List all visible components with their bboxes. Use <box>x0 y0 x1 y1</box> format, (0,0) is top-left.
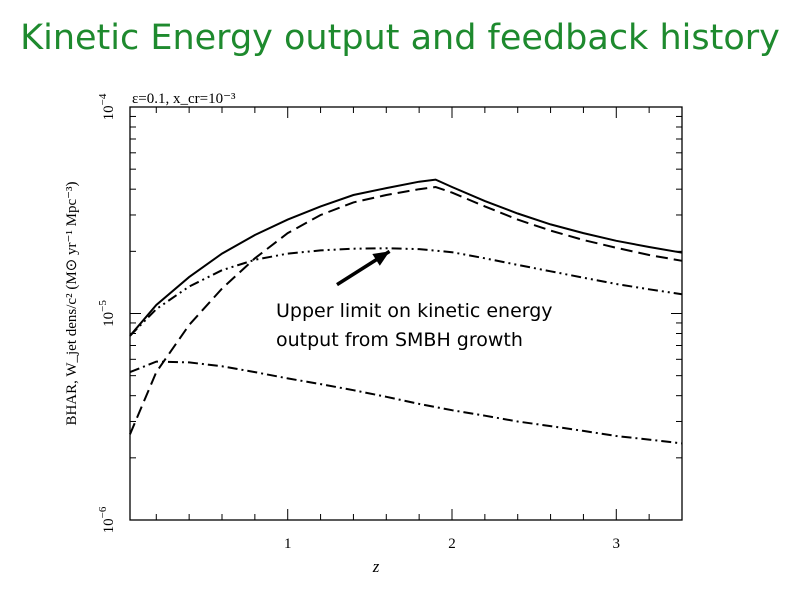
y-tick-label: 10−5 <box>97 300 117 327</box>
series-line-solid <box>129 178 683 337</box>
x-tick-label: 1 <box>284 536 292 552</box>
annotation-text: Upper limit on kinetic energy <box>276 300 553 322</box>
y-tick-label-text: 10−5 <box>97 300 117 327</box>
axis-ticks <box>130 107 682 521</box>
axis-labels: 1 2 3 10−6 10−5 10−4 z BHAR, W_jet dens/c² (M⊙ … <box>64 91 620 576</box>
x-axis-label: z <box>372 557 380 576</box>
series-line-dash-dot-dot <box>129 247 683 337</box>
y-tick-label-text: 10−4 <box>97 93 117 120</box>
annotation: Upper limit on kinetic energy output from… <box>276 249 553 351</box>
x-tick-label: 3 <box>613 536 621 552</box>
y-axis-label-text: BHAR, W_jet dens/c² (M⊙ yr⁻¹ Mpc⁻³) <box>64 181 80 425</box>
annotation-text: output from SMBH growth <box>276 329 523 351</box>
series-line-dashed <box>129 185 683 435</box>
annotation-arrowhead <box>372 251 390 266</box>
y-tick-label: 10−6 <box>97 506 117 533</box>
x-tick-label: 2 <box>448 536 456 552</box>
y-tick-label: 10−4 <box>97 93 117 120</box>
y-tick-label-text: 10−6 <box>97 506 117 533</box>
series-group <box>129 178 683 445</box>
y-axis-label: BHAR, W_jet dens/c² (M⊙ yr⁻¹ Mpc⁻³) <box>64 181 80 425</box>
slide-title: Kinetic Energy output and feedback histo… <box>20 18 780 58</box>
params-label: ε=0.1, x_cr=10⁻³ <box>132 91 236 107</box>
series-line-dash-dot <box>129 360 683 445</box>
